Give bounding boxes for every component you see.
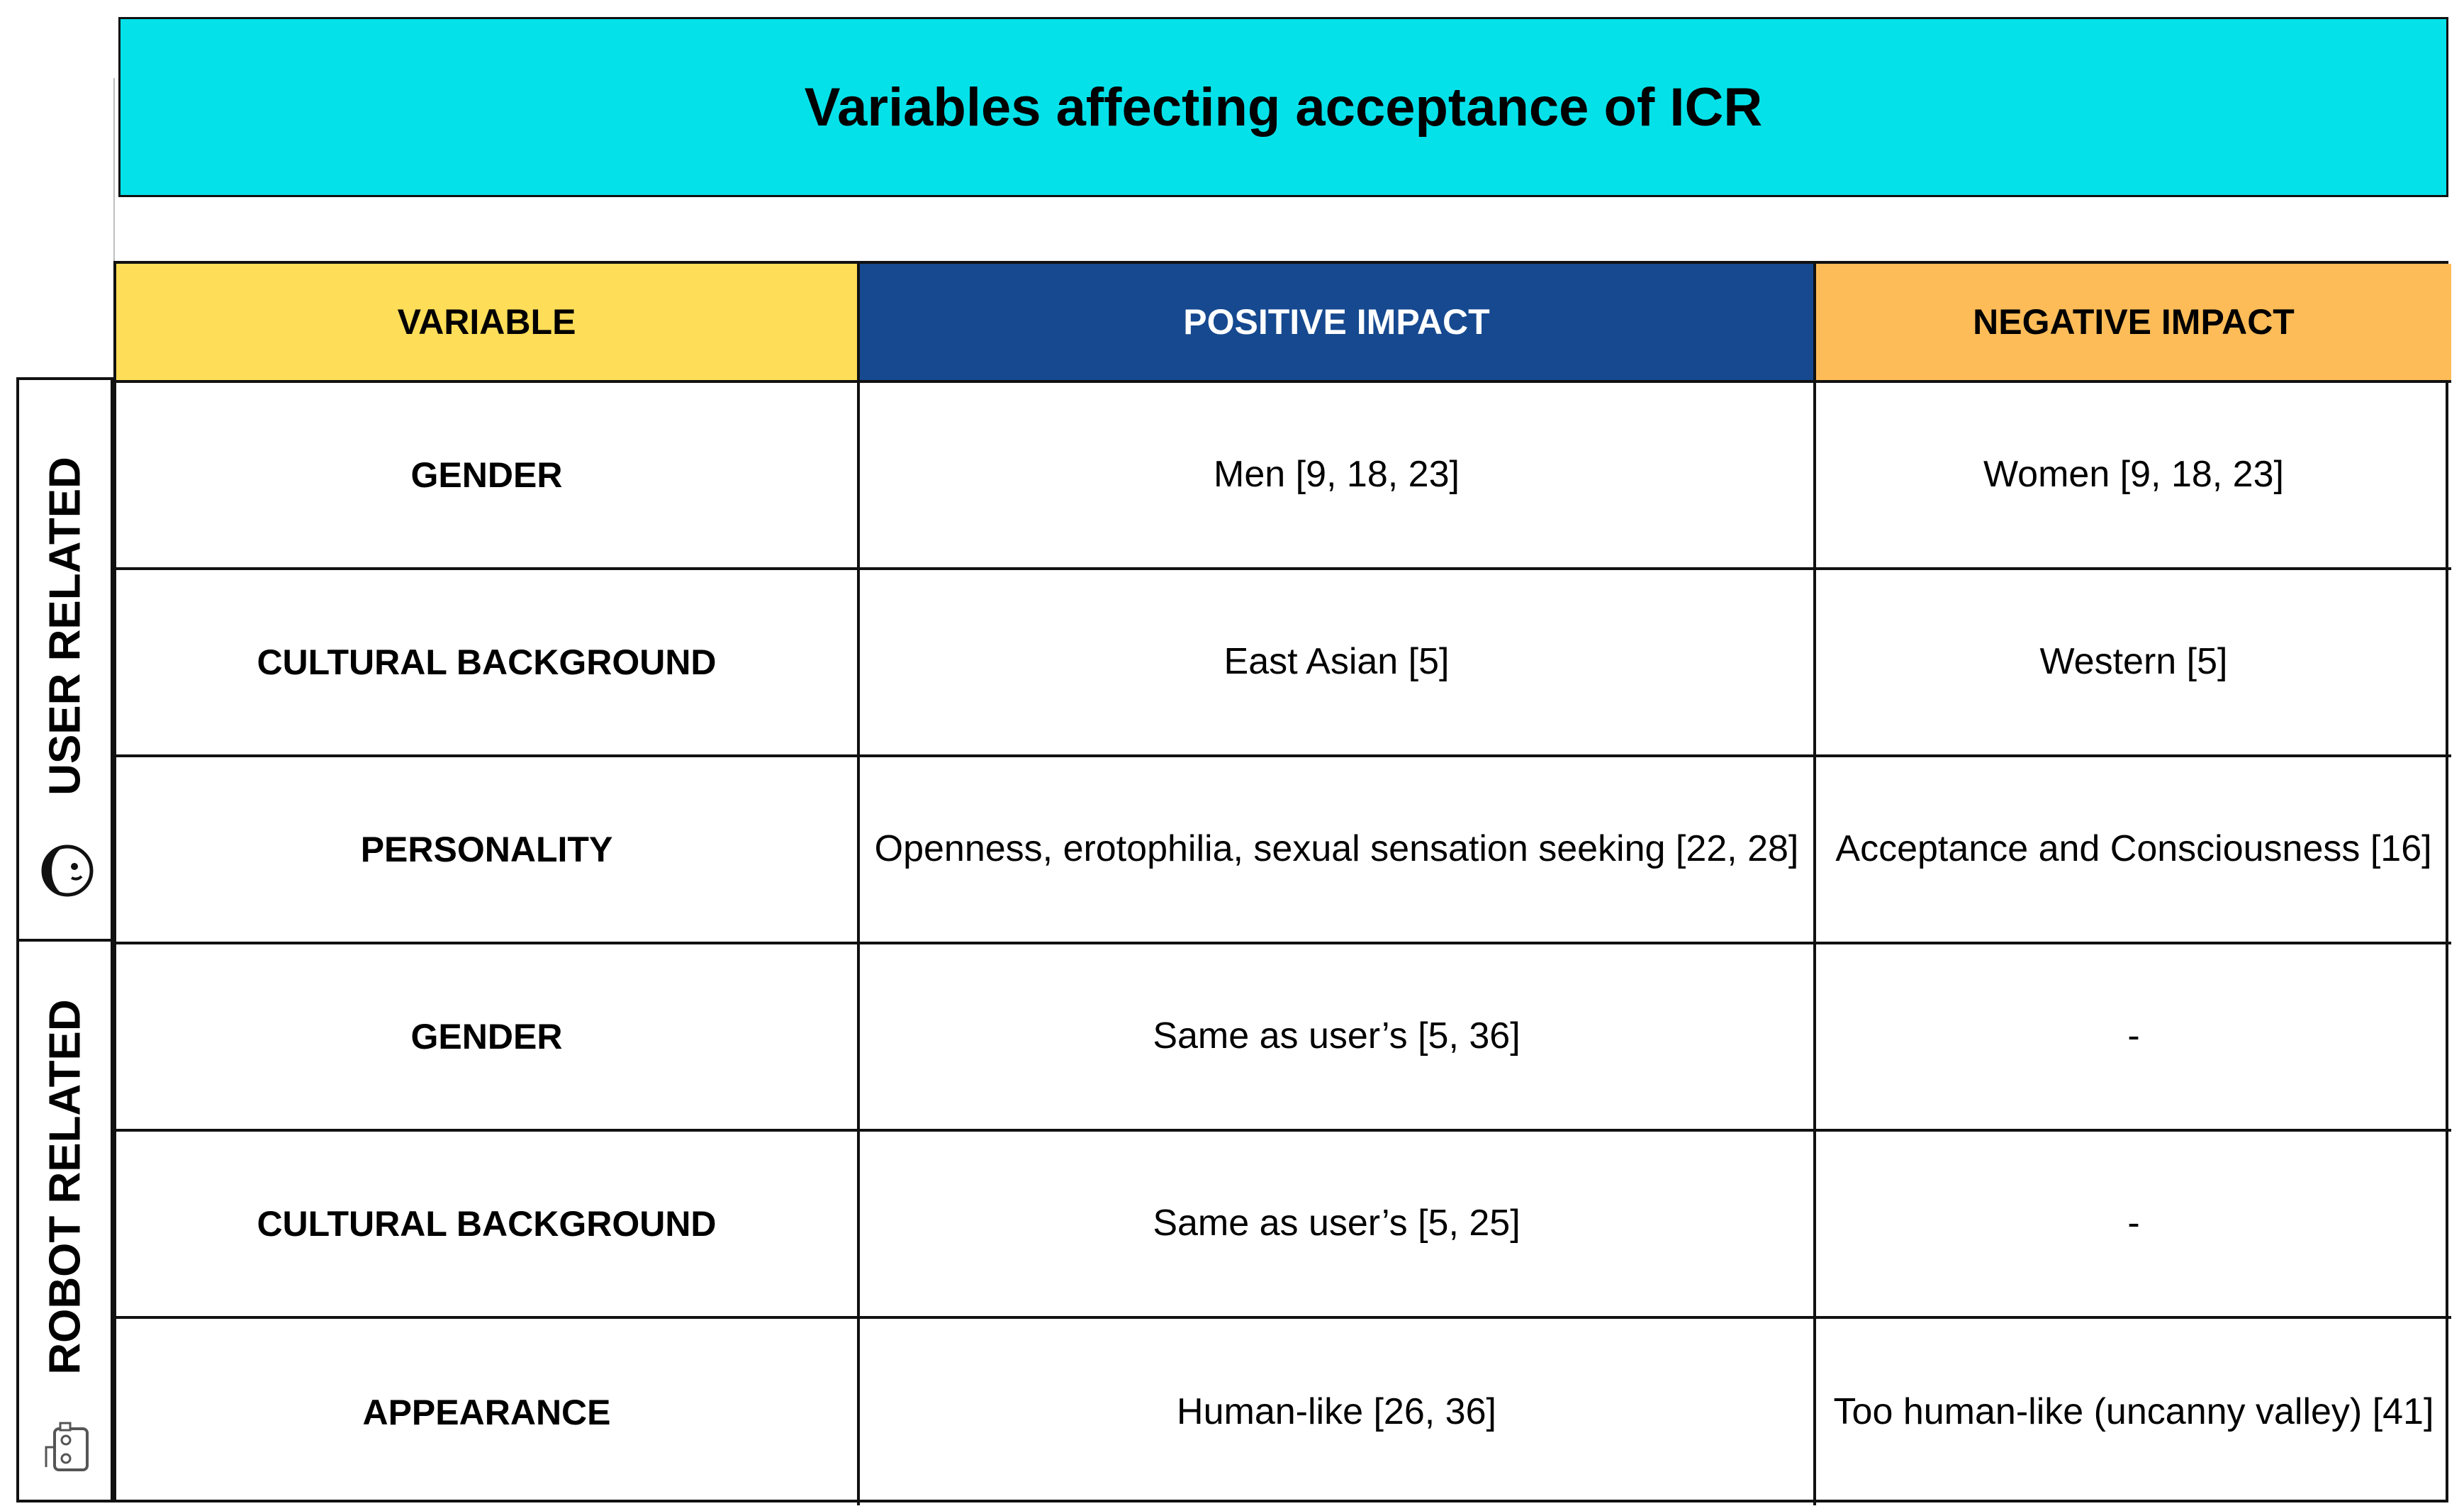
header-positive-impact: POSITIVE IMPACT: [860, 264, 1816, 383]
table-title: Variables affecting acceptance of ICR: [118, 17, 2448, 197]
title-guide-line: [113, 78, 115, 262]
row-4-negative: -: [1816, 944, 2451, 1132]
table-title-text: Variables affecting acceptance of ICR: [804, 77, 1763, 138]
header-negative-impact: NEGATIVE IMPACT: [1816, 264, 2451, 383]
row-5-variable: CULTURAL BACKGROUND: [116, 1132, 860, 1319]
row-1-positive: Men [9, 18, 23]: [860, 383, 1816, 570]
row-2-negative: Western [5]: [1816, 570, 2451, 757]
row-1-variable: GENDER: [116, 383, 860, 570]
row-6-variable: APPEARANCE: [116, 1319, 860, 1505]
row-4-variable: GENDER: [116, 944, 860, 1132]
row-2-positive: East Asian [5]: [860, 570, 1816, 757]
robot-related-group: ROBOT RELATED: [16, 939, 113, 1502]
person-icon: [41, 844, 94, 897]
row-6-negative: Too human-like (uncanny valley) [41]: [1833, 1390, 2434, 1432]
user-related-group: USER RELATED: [16, 377, 113, 942]
row-5-negative: -: [1816, 1132, 2451, 1319]
row-3-variable: PERSONALITY: [116, 757, 860, 944]
row-4-positive: Same as user’s [5, 36]: [860, 944, 1816, 1132]
row-2-variable: CULTURAL BACKGROUND: [116, 570, 860, 757]
row-6-positive: Human-like [26, 36]: [860, 1319, 1816, 1505]
header-variable: VARIABLE: [116, 264, 860, 383]
acceptance-variables-table: VARIABLE POSITIVE IMPACT NEGATIVE IMPACT…: [113, 261, 2451, 1505]
row-5-positive: Same as user’s [5, 25]: [860, 1132, 1816, 1319]
row-3-negative: Acceptance and Consciousness [16]: [1816, 757, 2451, 944]
robot-icon: [45, 1422, 89, 1471]
robot-related-label: ROBOT RELATED: [40, 999, 89, 1375]
row-1-negative: Women [9, 18, 23]: [1816, 383, 2451, 570]
row-3-positive: Openness, erotophilia, sexual sensation …: [860, 757, 1816, 944]
user-related-label: USER RELATED: [40, 456, 89, 796]
